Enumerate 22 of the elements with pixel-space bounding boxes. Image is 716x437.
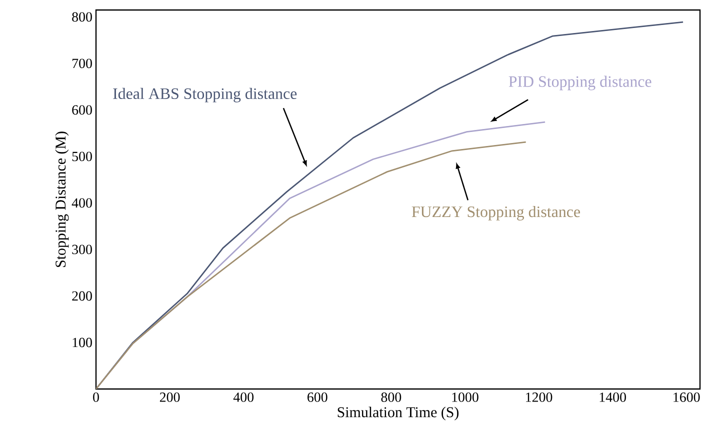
y-tick-label: 300 [72, 244, 92, 254]
x-tick-label: 200 [160, 392, 180, 402]
text: Ideal ABS Stopping distance [113, 88, 297, 102]
y-tick-label: 100 [72, 338, 92, 348]
y-tick-label: 200 [72, 291, 92, 301]
x-tick-label: 400 [233, 392, 254, 402]
y-tick-label: 500 [72, 152, 92, 162]
x-tick-label: 1200 [526, 392, 552, 402]
x-axis-title: Simulation Time (S) [338, 406, 459, 420]
x-tick-label: 1000 [452, 392, 478, 402]
y-tick-label: 700 [72, 58, 92, 68]
x-tick-label: 600 [308, 392, 328, 402]
text: PID Stopping distance [508, 76, 652, 90]
y-tick-label: 800 [72, 12, 92, 22]
x-tick-label: 800 [381, 392, 402, 402]
x-tick-label: 1400 [600, 392, 626, 402]
y-axis-title: Stopping Distance (M) [55, 132, 69, 267]
y-tick-label: 600 [72, 105, 92, 115]
text: FUZZY Stopping distance [412, 206, 580, 220]
x-tick-label: 1600 [674, 392, 700, 402]
y-tick-label: 400 [72, 198, 92, 208]
x-tick-label: 0 [93, 392, 99, 402]
